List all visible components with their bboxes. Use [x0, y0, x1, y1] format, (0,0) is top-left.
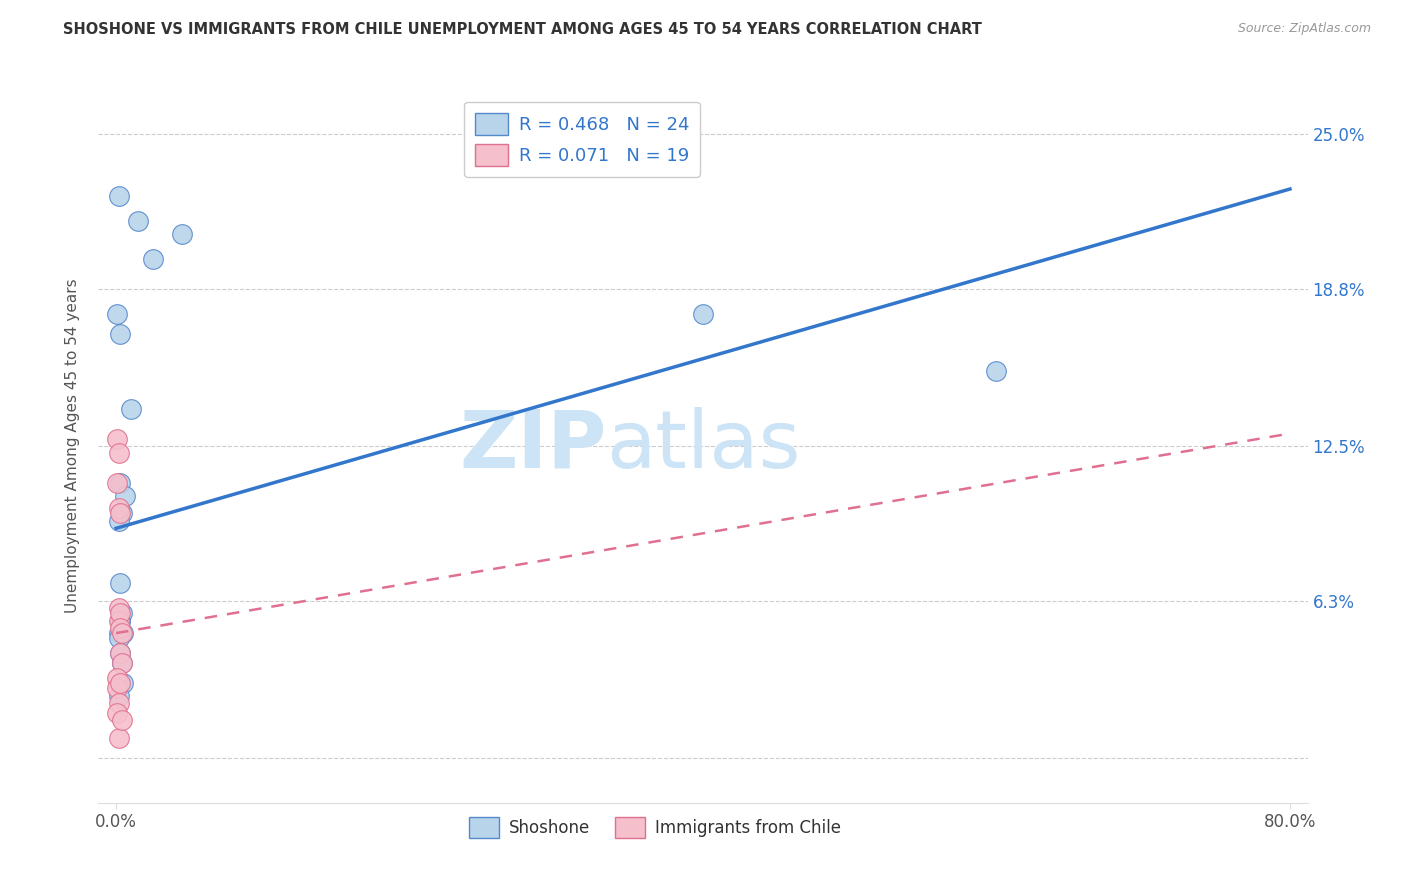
Point	[107, 706, 129, 720]
Point	[110, 606, 132, 620]
Point	[108, 446, 131, 460]
Point	[107, 307, 129, 321]
Text: Source: ZipAtlas.com: Source: ZipAtlas.com	[1237, 22, 1371, 36]
Point	[110, 676, 132, 690]
Point	[108, 601, 131, 615]
Point	[108, 731, 131, 745]
Point	[110, 646, 132, 660]
Point	[127, 214, 149, 228]
Point	[107, 432, 129, 446]
Point	[110, 576, 132, 591]
Point	[108, 626, 131, 640]
Point	[112, 626, 135, 640]
Point	[692, 307, 714, 321]
Point	[108, 689, 131, 703]
Point	[142, 252, 165, 266]
Point	[111, 656, 134, 670]
Point	[111, 714, 134, 728]
Point	[108, 614, 131, 628]
Point	[110, 476, 132, 491]
Point	[110, 646, 132, 660]
Text: ZIP: ZIP	[458, 407, 606, 485]
Point	[110, 507, 132, 521]
Point	[111, 656, 134, 670]
Point	[120, 401, 142, 416]
Text: atlas: atlas	[606, 407, 800, 485]
Point	[114, 489, 136, 503]
Point	[108, 501, 131, 516]
Point	[107, 681, 129, 695]
Point	[111, 606, 134, 620]
Legend: Shoshone, Immigrants from Chile: Shoshone, Immigrants from Chile	[461, 811, 848, 845]
Point	[111, 626, 134, 640]
Point	[110, 614, 132, 628]
Point	[111, 507, 134, 521]
Point	[108, 514, 131, 528]
Point	[108, 696, 131, 710]
Point	[108, 189, 131, 203]
Point	[107, 476, 129, 491]
Point	[986, 364, 1008, 378]
Y-axis label: Unemployment Among Ages 45 to 54 years: Unemployment Among Ages 45 to 54 years	[65, 278, 80, 614]
Point	[107, 671, 129, 685]
Point	[110, 614, 132, 628]
Text: SHOSHONE VS IMMIGRANTS FROM CHILE UNEMPLOYMENT AMONG AGES 45 TO 54 YEARS CORRELA: SHOSHONE VS IMMIGRANTS FROM CHILE UNEMPL…	[63, 22, 983, 37]
Point	[110, 621, 132, 635]
Point	[170, 227, 193, 241]
Point	[112, 676, 135, 690]
Point	[110, 326, 132, 341]
Point	[108, 631, 131, 645]
